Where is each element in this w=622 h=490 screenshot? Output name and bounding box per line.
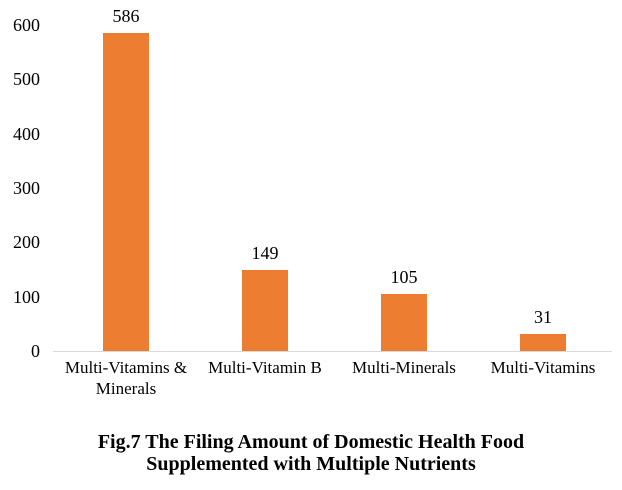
x-category-label: Multi-Vitamins bbox=[490, 358, 596, 377]
x-category-label: Multi-Vitamins & Minerals bbox=[64, 358, 188, 398]
x-category-label: Multi-Minerals bbox=[352, 358, 456, 377]
y-tick-label: 100 bbox=[13, 286, 40, 307]
bar bbox=[520, 334, 566, 351]
bar bbox=[103, 33, 149, 351]
x-axis-line bbox=[53, 351, 612, 352]
y-tick-label: 600 bbox=[13, 15, 40, 35]
y-tick-label: 0 bbox=[31, 341, 40, 361]
y-tick-label: 400 bbox=[13, 123, 40, 144]
figure-caption: Fig.7 The Filing Amount of Domestic Heal… bbox=[0, 431, 622, 475]
caption-line-1: Fig.7 The Filing Amount of Domestic Heal… bbox=[97, 431, 525, 453]
bar-value-label: 31 bbox=[534, 307, 552, 327]
bar bbox=[242, 270, 288, 351]
y-tick-label: 500 bbox=[13, 69, 40, 90]
bar-value-label: 586 bbox=[112, 6, 140, 26]
caption-line-2: Supplemented with Multiple Nutrients bbox=[146, 453, 476, 475]
bar-value-label: 149 bbox=[251, 243, 279, 263]
y-tick-label: 200 bbox=[13, 232, 40, 253]
bar bbox=[381, 294, 427, 351]
bar-value-label: 105 bbox=[390, 267, 418, 287]
x-category-label: Multi-Vitamin B bbox=[208, 358, 322, 377]
y-tick-label: 300 bbox=[13, 178, 40, 198]
